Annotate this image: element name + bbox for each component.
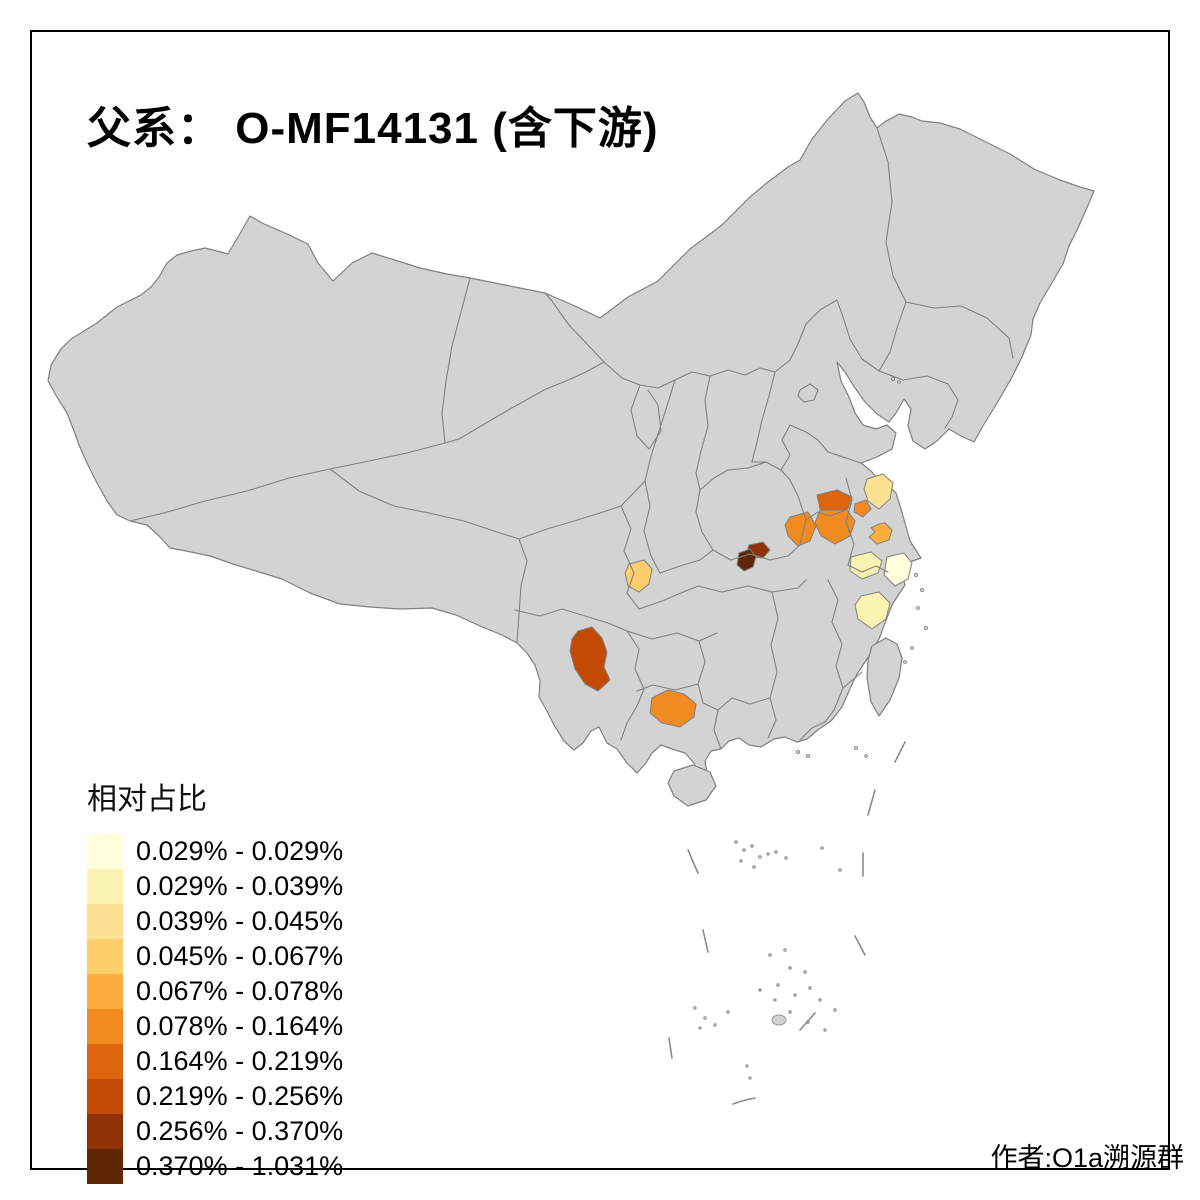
legend-label-7: 0.219% - 0.256% — [136, 1081, 344, 1111]
region-henan-west — [784, 511, 817, 547]
legend-swatch-9 — [87, 1149, 123, 1184]
region-zhejiang-northwest — [849, 551, 883, 580]
legend-row-0: 0.029% - 0.029% — [87, 834, 343, 869]
region-jiangsu-central — [868, 522, 893, 545]
legend-row-1: 0.029% - 0.039% — [87, 869, 343, 904]
legend-label-5: 0.078% - 0.164% — [136, 1011, 344, 1041]
legend-label-1: 0.029% - 0.039% — [136, 871, 344, 901]
legend-swatch-6 — [87, 1044, 123, 1079]
legend-swatch-2 — [87, 904, 123, 939]
legend-label-8: 0.256% - 0.370% — [136, 1116, 344, 1146]
legend-title: 相对占比 — [87, 783, 207, 816]
legend-label-3: 0.045% - 0.067% — [136, 941, 344, 971]
region-jiangsu-north — [863, 473, 894, 510]
legend-row-8: 0.256% - 0.370% — [87, 1114, 343, 1149]
region-shanghai-adjacent — [883, 552, 913, 587]
legend-row-4: 0.067% - 0.078% — [87, 974, 343, 1009]
legend-swatch-5 — [87, 1009, 123, 1044]
legend: 相对占比 0.029% - 0.029% 0.029% - 0.039% 0.039… — [87, 774, 343, 1184]
legend-row-2: 0.039% - 0.045% — [87, 904, 343, 939]
legend-label-6: 0.164% - 0.219% — [136, 1046, 344, 1076]
paracel-islands — [734, 840, 842, 872]
coastal-islets — [796, 376, 928, 759]
hainan-island — [667, 764, 717, 807]
legend-swatch-1 — [87, 869, 123, 904]
legend-row-5: 0.078% - 0.164% — [87, 1009, 343, 1044]
legend-row-7: 0.219% - 0.256% — [87, 1079, 343, 1114]
legend-swatch-8 — [87, 1114, 123, 1149]
legend-label-9: 0.370% - 1.031% — [136, 1151, 344, 1181]
region-guangxi-central — [649, 689, 697, 728]
legend-label-0: 0.029% - 0.029% — [136, 836, 344, 866]
author-credit: 作者:O1a溯源群 — [990, 1143, 1184, 1173]
taiwan-island — [866, 637, 903, 717]
region-yunnan-central — [569, 626, 611, 692]
legend-rows: 0.029% - 0.029% 0.029% - 0.039% 0.039% - 0… — [87, 834, 343, 1184]
region-henan-north — [816, 489, 853, 515]
legend-label-2: 0.039% - 0.045% — [136, 906, 344, 936]
map-frame: 父系： O-MF14131 (含下游) 相对占比 0.029% - 0.029%… — [30, 30, 1184, 1184]
china-mainland — [47, 92, 1095, 778]
region-henan-east-small — [853, 499, 872, 518]
legend-swatch-4 — [87, 974, 123, 1009]
legend-row-9: 0.370% - 1.031% — [87, 1149, 343, 1184]
legend-label-4: 0.067% - 0.078% — [136, 976, 344, 1006]
legend-swatch-3 — [87, 939, 123, 974]
spratly-islands — [693, 948, 837, 1080]
page-title: 父系： O-MF14131 (含下游) — [87, 104, 659, 153]
legend-swatch-7 — [87, 1079, 123, 1114]
province-borders — [129, 127, 1014, 750]
legend-row-6: 0.164% - 0.219% — [87, 1044, 343, 1079]
sea-boundary-dashes — [668, 741, 906, 1105]
region-zhejiang-south — [854, 591, 891, 630]
legend-row-3: 0.045% - 0.067% — [87, 939, 343, 974]
legend-swatch-0 — [87, 834, 123, 869]
